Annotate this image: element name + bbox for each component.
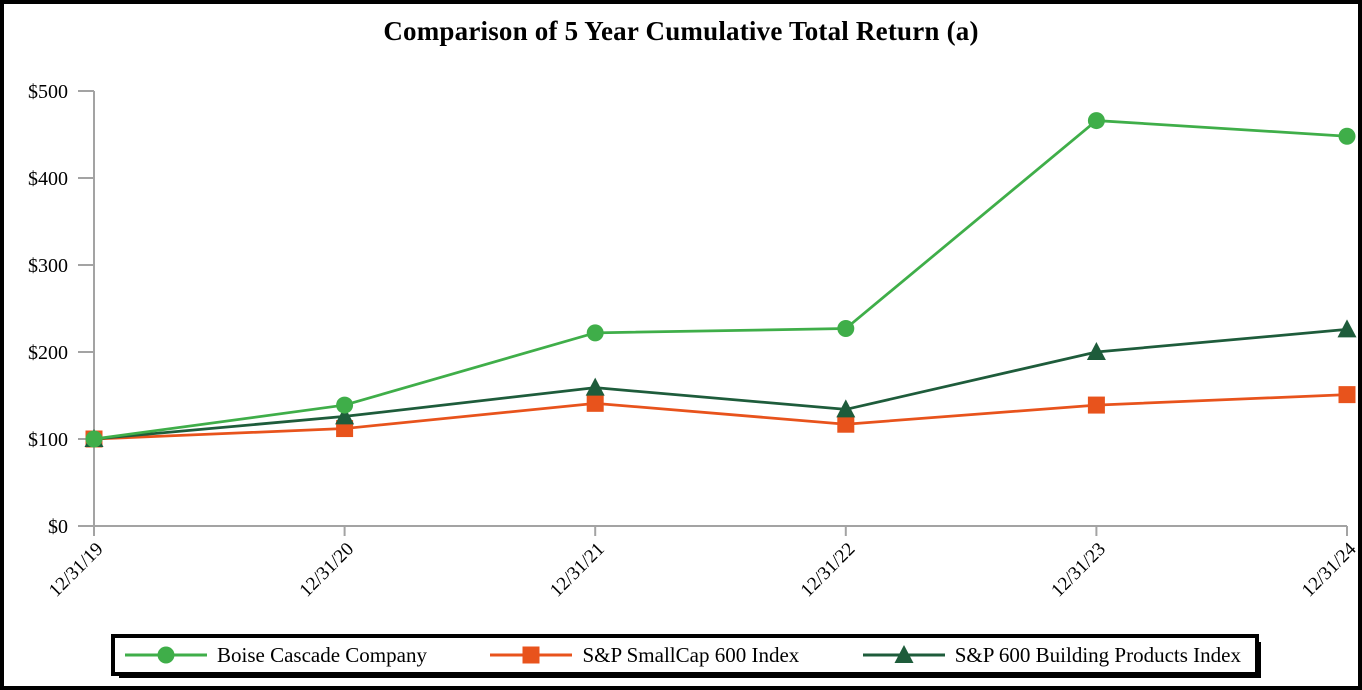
legend-item-boise-cascade: Boise Cascade Company [125,643,427,668]
series-line [93,328,1348,441]
legend-item-sp-600-building-products: S&P 600 Building Products Index [862,642,1241,668]
x-tick-label: 12/31/24 [1298,538,1361,601]
circle-marker-icon [125,646,207,664]
data-point [837,320,855,338]
series-circle [85,112,1356,448]
x-tick-label: 12/31/20 [296,539,359,602]
data-point [837,415,855,433]
data-point [1337,319,1357,338]
data-point [336,396,354,414]
series-line [93,119,1348,441]
data-point [585,377,605,396]
y-tick-label: $100 [28,429,68,451]
legend-label: S&P SmallCap 600 Index [582,642,800,667]
legend: Boise Cascade Company S&P SmallCap 600 I… [111,634,1259,676]
square-marker-icon [490,646,573,664]
data-point [1338,386,1356,404]
data-point [335,406,355,425]
x-tick-label: 12/31/22 [797,539,860,602]
data-point [1087,396,1105,414]
triangle-marker-icon [862,645,945,663]
series-square [85,386,1356,448]
y-tick-label: $200 [28,342,68,364]
chart-title: Comparison of 5 Year Cumulative Total Re… [383,16,979,46]
data-point [586,324,604,342]
legend-marker [522,646,540,664]
legend-label: S&P 600 Building Products Index [954,642,1241,667]
y-tick-label: $0 [48,516,68,538]
legend-item-sp-smallcap-600: S&P SmallCap 600 Index [490,643,799,668]
data-point [836,399,856,418]
data-point [1338,127,1356,145]
y-tick-label: $300 [28,255,68,277]
x-tick-label: 12/31/23 [1047,539,1110,602]
x-tick-label: 12/31/21 [546,539,609,602]
plot-area: $0 $100 $200 $300 $400 $500 12/31/19 12/31/20 12… [28,81,1361,602]
legend-marker [157,646,175,664]
x-tick-label: 12/31/19 [45,539,108,602]
data-point [1087,112,1105,130]
data-point [85,430,103,448]
series-triangle [84,319,1357,447]
legend-label: Boise Cascade Company [217,642,427,667]
legend-marker [894,645,914,663]
series-line [93,393,1348,441]
data-point [1086,342,1106,360]
y-tick-label: $500 [28,81,68,103]
data-point [586,394,604,412]
y-tick-label: $400 [28,168,68,190]
